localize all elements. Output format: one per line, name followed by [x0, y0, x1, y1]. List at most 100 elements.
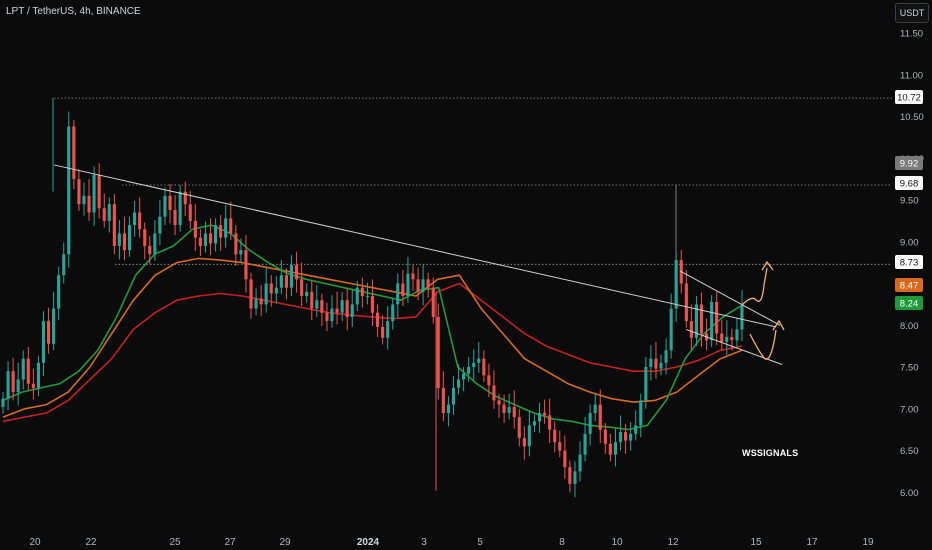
- forecast-arrow-up-1: [741, 267, 768, 306]
- candle-body: [401, 283, 405, 296]
- candle-body: [289, 265, 293, 288]
- candle-body: [239, 250, 243, 255]
- candle-body: [629, 433, 633, 441]
- candle-body: [568, 467, 572, 484]
- candle-body: [730, 336, 734, 341]
- candle-body: [370, 296, 374, 313]
- candle-body: [133, 212, 137, 225]
- candle-body: [274, 287, 278, 294]
- candle-body: [563, 450, 567, 468]
- candle-body: [264, 283, 268, 305]
- candle-body: [674, 260, 678, 309]
- candle-body: [598, 404, 602, 430]
- candle-body: [173, 210, 177, 225]
- candle-body: [386, 321, 390, 338]
- candle-body: [548, 415, 552, 430]
- price-label-badge: [895, 156, 923, 170]
- price-tick-label: 6.00: [900, 488, 919, 499]
- price-label-text: 10.72: [897, 93, 921, 104]
- candle-body: [158, 216, 162, 234]
- candle-body: [330, 308, 334, 322]
- candle-body: [512, 407, 516, 418]
- time-tick-label: 22: [85, 537, 97, 548]
- candle-body: [715, 301, 719, 334]
- candle-body: [406, 273, 410, 296]
- candle-body: [269, 283, 273, 294]
- candle-body: [639, 400, 643, 426]
- candle-body: [6, 371, 10, 399]
- currency-button[interactable]: USDT: [895, 3, 929, 23]
- price-label-badge: [895, 176, 923, 190]
- candle-body: [47, 321, 51, 344]
- candle-body: [209, 233, 213, 244]
- candle-body: [365, 296, 369, 297]
- candle-body: [381, 326, 385, 338]
- candle-body: [396, 283, 400, 305]
- candle-body: [112, 204, 116, 246]
- candle-body: [219, 225, 223, 238]
- candle-body: [355, 287, 359, 305]
- candle-body: [62, 254, 66, 276]
- candle-body: [21, 358, 25, 380]
- candle-body: [649, 358, 653, 367]
- time-axis[interactable]: 20 22 25 27 29 2024 3 5 8 10 12 15 17 19: [29, 537, 874, 548]
- price-tick-label: 8.00: [900, 321, 919, 332]
- candle-body: [497, 400, 501, 405]
- candle-body: [224, 218, 228, 238]
- chart-title: LPT / TetherUS, 4h, BINANCE: [6, 6, 141, 17]
- candle-body: [244, 250, 248, 280]
- candle-body: [183, 191, 187, 205]
- time-tick-label: 19: [862, 537, 874, 548]
- candle-body: [507, 407, 511, 413]
- time-tick-label: 8: [559, 537, 565, 548]
- candle-body: [624, 432, 628, 441]
- candle-body: [684, 283, 688, 322]
- time-tick-label: 10: [611, 537, 623, 548]
- candle-body: [467, 367, 471, 374]
- candle-body: [482, 358, 486, 376]
- ema-fast-line: [2, 224, 743, 431]
- time-tick-label: 17: [806, 537, 818, 548]
- price-label-badge: [895, 90, 923, 104]
- candle-body: [725, 336, 729, 342]
- candle-body: [310, 291, 314, 309]
- price-tick-label: 6.50: [900, 446, 919, 457]
- candle-body: [72, 126, 76, 180]
- candle-body: [477, 358, 481, 363]
- drawings-layer: [53, 164, 785, 365]
- candle-body: [659, 362, 663, 369]
- candle-body: [52, 308, 56, 344]
- candle-body: [107, 204, 111, 221]
- candle-body: [153, 233, 157, 255]
- candle-body: [16, 379, 20, 392]
- time-tick-label: 25: [169, 537, 181, 548]
- candle-body: [300, 279, 304, 296]
- candle-body: [588, 412, 592, 434]
- candle-body: [543, 412, 547, 416]
- horizontal-levels: [54, 97, 892, 265]
- candle-body: [654, 358, 658, 369]
- candle-body: [740, 305, 744, 330]
- candle-body: [26, 358, 30, 384]
- price-tick-label: 7.00: [900, 404, 919, 415]
- candle-body: [527, 425, 531, 447]
- candle-body: [203, 233, 207, 246]
- candle-body: [689, 321, 693, 338]
- candle-body: [644, 367, 648, 401]
- candle-body: [664, 350, 668, 363]
- candle-body: [340, 300, 344, 313]
- candle-body: [168, 195, 172, 210]
- candle-body: [426, 279, 430, 288]
- price-tick-label: 7.50: [900, 363, 919, 374]
- forecast-arrow-up-2: [749, 329, 777, 360]
- candle-body: [11, 371, 15, 393]
- candle-body: [148, 245, 152, 255]
- price-label-badge: [895, 255, 923, 269]
- candle-body: [229, 218, 233, 234]
- candle-body: [502, 404, 506, 413]
- candle-body: [214, 225, 218, 244]
- candle-body: [593, 404, 597, 413]
- candle-body: [634, 425, 638, 434]
- candle-body: [710, 301, 714, 341]
